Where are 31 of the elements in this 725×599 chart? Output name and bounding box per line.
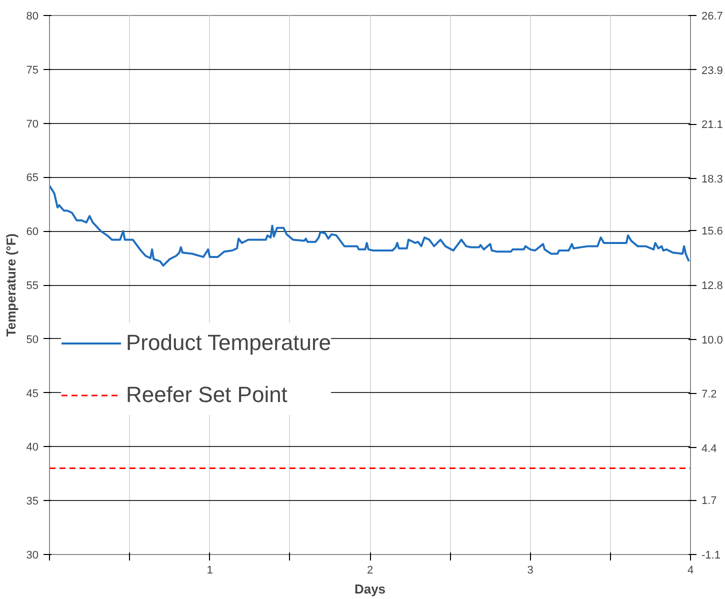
- x-tick-label: 3: [527, 564, 534, 576]
- y-tick-label: 70: [26, 118, 39, 130]
- line-series: [50, 184, 690, 267]
- y-tick-label: 55: [26, 280, 39, 292]
- y-tick-label: 65: [26, 172, 39, 184]
- y2-tick-label: 26.7: [702, 10, 723, 22]
- y-tick-label: 45: [26, 388, 39, 400]
- y2-tick-label: 7.2: [702, 388, 717, 401]
- y-tick-label: 40: [26, 442, 39, 454]
- y-tick-label: 75: [26, 64, 39, 76]
- y-tick-label: 35: [26, 496, 39, 508]
- y2-tick-label: 10.0: [702, 334, 723, 346]
- x-tick-label: 4: [687, 564, 694, 576]
- y2-tick-label: 1.7: [702, 495, 717, 508]
- y2-tick-label: 23.9: [702, 64, 723, 77]
- legend-label: Reefer Set Point: [126, 381, 288, 409]
- x-axis-title: Days: [354, 582, 386, 596]
- x-tick-label: 2: [366, 564, 374, 576]
- y-tick-label: 80: [26, 10, 39, 22]
- y2-tick-label: 21.1: [702, 119, 723, 132]
- y2-tick-label: 12.8: [702, 280, 723, 292]
- y-tick-label: 30: [26, 550, 39, 562]
- y2-tick-label: 4.4: [702, 442, 717, 455]
- y-tick-label: 50: [26, 334, 39, 346]
- y2-tick-label: -1.1: [702, 550, 720, 562]
- y-axis-title: Temperature (°F): [3, 233, 18, 337]
- y-tick-label: 60: [26, 226, 39, 238]
- y2-tick-label: 15.6: [702, 226, 723, 238]
- x-tick-label: 1: [206, 564, 213, 576]
- y2-tick-label: 18.3: [702, 173, 723, 186]
- legend-label: Product Temperature: [126, 329, 332, 357]
